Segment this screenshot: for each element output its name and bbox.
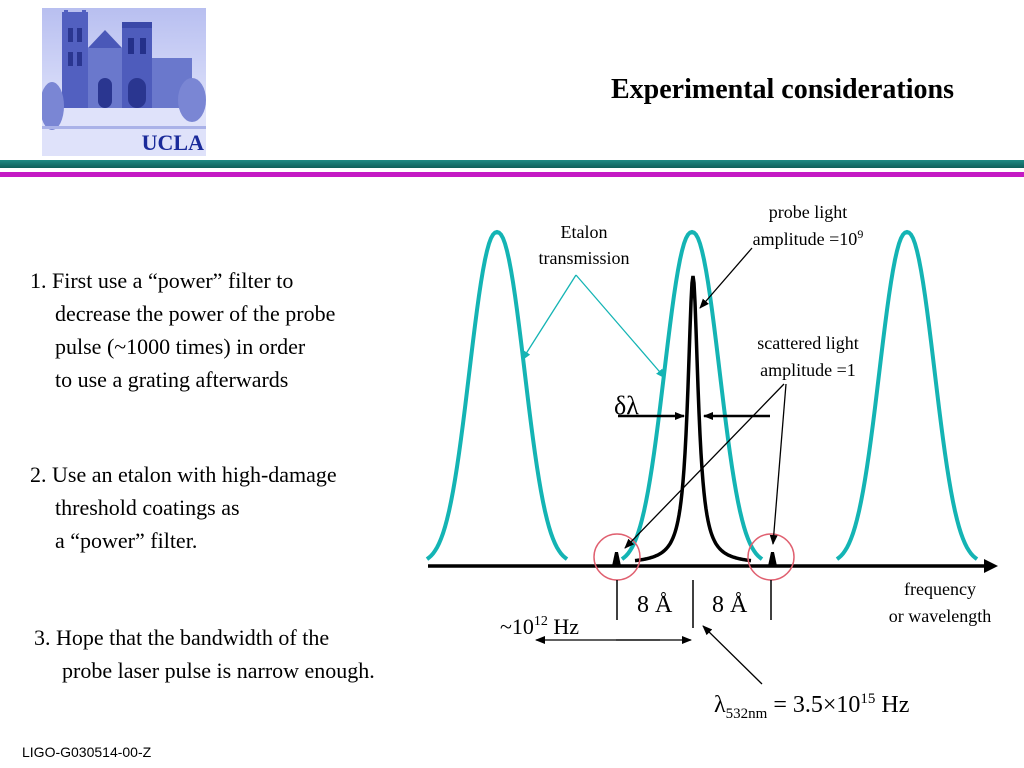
header-divider-teal [0,160,1024,168]
etalon-peak-2 [620,229,764,561]
scatter-arrow-left [624,383,785,549]
item-2-line-1: 2. Use an etalon with high-damage [30,462,337,487]
scatter-arrow-right [769,383,787,545]
document-id: LIGO-G030514-00-Z [22,744,152,760]
spacing-left-label: 8 Å [637,592,673,618]
scattered-peak-left [612,552,621,566]
page-title: Experimental considerations [611,74,954,105]
item-3-line-2: probe laser pulse is narrow enough. [62,658,375,683]
probe-label-line-1: probe light [769,202,848,222]
probe-label-line-2: amplitude =109 [753,227,864,249]
scattered-peak-right [768,552,777,566]
lambda-exponent: 15 [860,691,875,707]
ucla-logo [42,8,206,156]
item-1-line-1: 1. First use a “power” filter to [30,268,294,293]
spacing-right-label: 8 Å [712,592,748,618]
item-3-line-1: 3. Hope that the bandwidth of the [34,625,330,650]
bandwidth-label: ~1012 Hz [500,614,579,639]
item-1-line-2: decrease the power of the probe [55,301,336,326]
scatter-label-line-1: scattered light [757,333,858,353]
lambda-label: λ532nm = 3.5×1015 Hz [714,691,909,722]
axis-arrowhead [984,559,998,573]
etalon-arrow-right [575,274,666,379]
logo-text: UCLA [141,130,204,155]
scatter-label-line-2: amplitude =1 [760,360,856,380]
etalon-peak-1 [425,229,569,561]
list-item-1: 1. First use a “power” filter to decreas… [30,264,335,396]
item-2-line-2: threshold coatings as [55,495,240,520]
etalon-label-line-2: transmission [538,248,629,268]
etalon-label-line-1: Etalon [561,222,608,242]
item-1-line-3: pulse (~1000 times) in order [55,334,306,359]
lambda-arrow [702,625,763,685]
header-divider-magenta [0,172,1024,177]
bandwidth-exponent: 12 [534,614,548,629]
axis-label-line-2: or wavelength [889,606,991,626]
probe-arrow [699,247,753,309]
probe-light-line [634,275,752,563]
probe-exponent: 9 [857,227,863,241]
list-item-2: 2. Use an etalon with high-damage thresh… [30,458,337,557]
etalon-arrow-left [521,274,577,361]
item-1-line-4: to use a grating afterwards [55,367,289,392]
list-item-3: 3. Hope that the bandwidth of the probe … [34,621,375,687]
item-2-line-3: a “power” filter. [55,528,198,553]
axis-label-line-1: frequency [904,579,976,599]
etalon-peak-3 [835,229,979,561]
lambda-subscript: 532nm [726,706,768,722]
